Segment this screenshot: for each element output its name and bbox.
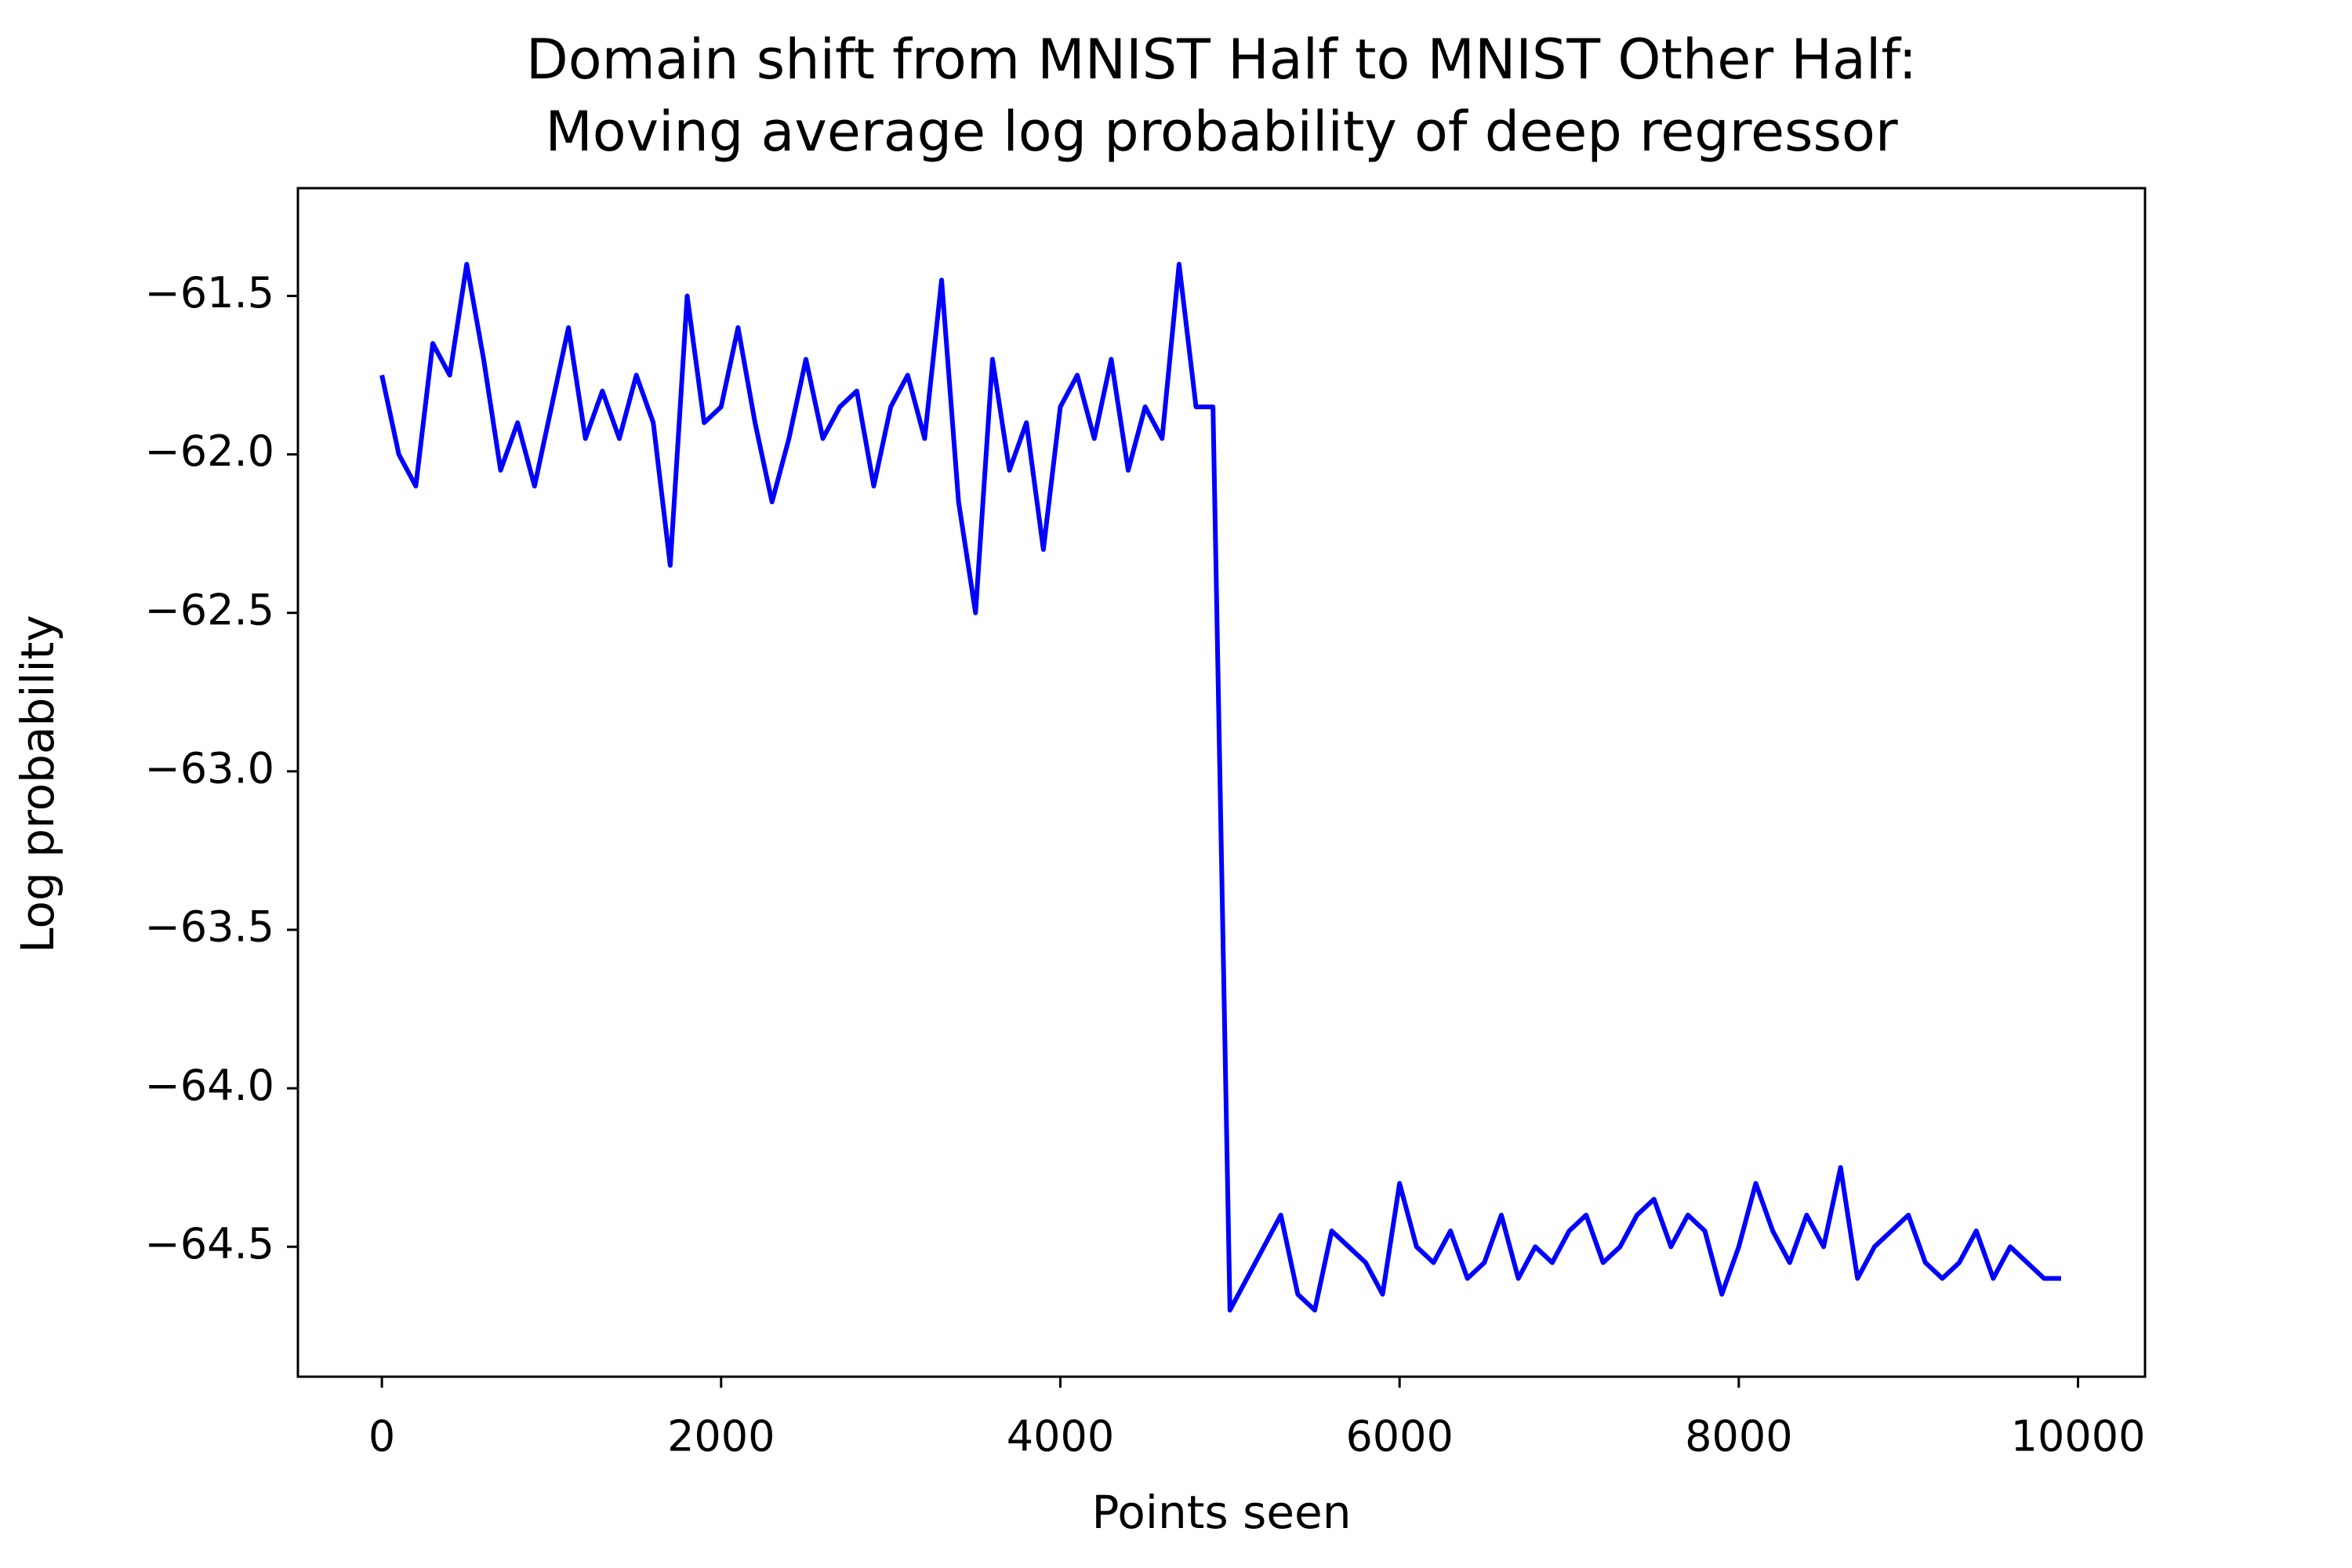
- y-tick-label: −64.0: [145, 1061, 274, 1110]
- y-tick-label: −62.0: [145, 426, 274, 476]
- chart-title: Moving average log probability of deep r…: [545, 100, 1897, 164]
- x-axis-label: Points seen: [1091, 1486, 1351, 1539]
- y-tick-label: −64.5: [145, 1219, 274, 1269]
- y-tick-label: −63.0: [145, 743, 274, 793]
- y-tick-label: −61.5: [145, 268, 274, 318]
- chart-title: Domain shift from MNIST Half to MNIST Ot…: [526, 27, 1917, 92]
- x-tick-label: 4000: [1007, 1412, 1114, 1461]
- x-tick-label: 0: [368, 1412, 395, 1461]
- data-line: [379, 262, 2061, 1313]
- x-tick-label: 6000: [1345, 1412, 1453, 1461]
- x-tick-label: 2000: [667, 1412, 775, 1461]
- x-tick-label: 10000: [2011, 1412, 2146, 1461]
- y-tick-label: −62.5: [145, 585, 274, 634]
- plot-frame: [296, 187, 2147, 1378]
- x-tick-label: 8000: [1685, 1412, 1792, 1461]
- y-tick-label: −63.5: [145, 902, 274, 952]
- y-axis-label: Log probability: [11, 615, 64, 953]
